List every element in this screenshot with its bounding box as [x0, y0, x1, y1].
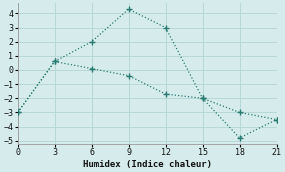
- X-axis label: Humidex (Indice chaleur): Humidex (Indice chaleur): [83, 159, 211, 169]
